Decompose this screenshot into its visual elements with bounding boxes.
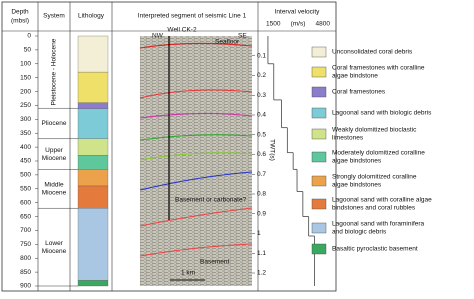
depth-tick-label: 200 (20, 88, 31, 95)
seismic-header: Interpreted segment of seismic Line 1 (138, 13, 247, 20)
seafloor: Seafloor (215, 39, 240, 46)
depth-tick-label: 350 (20, 130, 31, 137)
legend-swatch (311, 66, 327, 78)
legend-text: algae bindstone (332, 73, 378, 80)
twt-tick-label: 0.9 (257, 210, 266, 217)
depth-tick-label: 550 (20, 185, 31, 192)
depth-header: (mbsl) (11, 18, 29, 25)
frame (1, 1, 337, 292)
system-header: System (43, 13, 65, 20)
legend-swatch (311, 46, 327, 58)
depth-tick-label: 750 (20, 241, 31, 248)
legend-swatch (311, 198, 327, 210)
lithology-layer (77, 208, 109, 281)
lithology-layer (77, 169, 109, 187)
nw: NW (152, 33, 164, 40)
basement-q: Basement or carbonate? (175, 197, 247, 204)
lithology-layer (77, 71, 109, 103)
system-name: Pliocene (42, 120, 67, 127)
legend-text: Lagoonal sand with coralline algae (332, 197, 432, 204)
twt-tick-label: 1 (257, 230, 261, 237)
legend-swatch (311, 175, 327, 187)
twt-tick-label: 0.2 (257, 72, 266, 79)
depth-tick-label: 450 (20, 158, 31, 165)
twt-tick-label: 0.7 (257, 171, 266, 178)
legend-swatch (311, 128, 327, 140)
twt-label: TWT(s) (268, 139, 275, 161)
lithology-layer (77, 108, 109, 139)
depth-tick-label: 50 (24, 47, 32, 54)
depth-tick-label: 650 (20, 213, 31, 220)
twt-tick-label: 0.4 (257, 112, 266, 119)
legend-text: algae bindstones (332, 158, 382, 165)
seismic-section (140, 36, 252, 286)
lithology-layer (77, 102, 109, 109)
system-name: Miocene (42, 155, 67, 162)
twt-tick-label: 0.1 (257, 52, 266, 59)
legend-swatch (311, 243, 327, 255)
system-name: Pleistocene - Holocene (51, 38, 58, 105)
lithology-layer (77, 138, 109, 156)
depth-header: Depth (11, 9, 29, 16)
legend-text: algae bindstones (332, 182, 382, 189)
legend-text: Coral framestones (332, 89, 386, 96)
twt-tick-label: 1.1 (257, 250, 266, 257)
legend-text: bindstones and coral rubbles (332, 205, 416, 212)
twt-tick-label: 0.6 (257, 151, 266, 158)
basement: Basement (200, 259, 229, 266)
system-name: Middle (44, 181, 64, 188)
legend-text: Lagoonal sand with biologic debris (332, 110, 432, 117)
twt-tick-label: 0.8 (257, 191, 266, 198)
velocity-header: Interval velocity (275, 9, 321, 16)
horizons (139, 42, 253, 257)
velocity-tick-label: 4800 (316, 21, 331, 28)
depth-tick-label: 300 (20, 116, 31, 123)
twt-tick-label: 0.5 (257, 131, 266, 138)
legend-text: Weakly dolomitized bioclastic (332, 127, 417, 134)
legend-text: Basaltic pyroclastic basement (332, 246, 418, 253)
depth-tick-label: 150 (20, 74, 31, 81)
velocity-tick-label: 1500 (266, 21, 281, 28)
lithology-layer (77, 35, 109, 73)
system-name: Miocene (42, 189, 67, 196)
twt-tick-label: 0.3 (257, 92, 266, 99)
legend-swatch (311, 151, 327, 163)
system-name: Lower (45, 240, 64, 247)
legend-swatch (311, 86, 327, 98)
se: SE (238, 33, 247, 40)
depth-tick-label: 0 (27, 33, 31, 40)
twt-tick-label: 1.2 (257, 270, 266, 277)
legend-swatch (311, 222, 327, 234)
depth-tick-label: 900 (20, 283, 31, 290)
legend-text: limestones (332, 135, 364, 142)
depth-tick-label: 250 (20, 102, 31, 109)
well-label: Well CK-2 (167, 27, 197, 34)
legend-text: Moderately dolomitized coralline (332, 150, 425, 157)
system-name: Upper (45, 147, 64, 154)
legend-text: Strongly dolomitized coralline (332, 174, 417, 181)
scale-label: 1 km (181, 270, 195, 277)
legend-text: Lagoonal sand with foraminifera (332, 221, 425, 228)
lithology-layer (77, 155, 109, 170)
system-name: Miocene (42, 248, 67, 255)
depth-tick-label: 800 (20, 255, 31, 262)
legend-text: Unconsolidated coral debris (332, 49, 413, 56)
lithology-header: Lithology (78, 13, 105, 20)
depth-tick-label: 100 (20, 60, 31, 67)
legend-text: Coral framestones with coralline (332, 65, 425, 72)
legend-text: and biologic debris (332, 229, 387, 236)
depth-tick-label: 600 (20, 199, 31, 206)
lithology-layer (77, 280, 109, 287)
depth-tick-label: 700 (20, 227, 31, 234)
velocity-unit: (m/s) (291, 21, 306, 28)
legend-swatch (311, 107, 327, 119)
depth-tick-label: 400 (20, 144, 31, 151)
depth-tick-label: 850 (20, 269, 31, 276)
lithology-layer (77, 185, 109, 209)
depth-tick-label: 500 (20, 172, 31, 179)
